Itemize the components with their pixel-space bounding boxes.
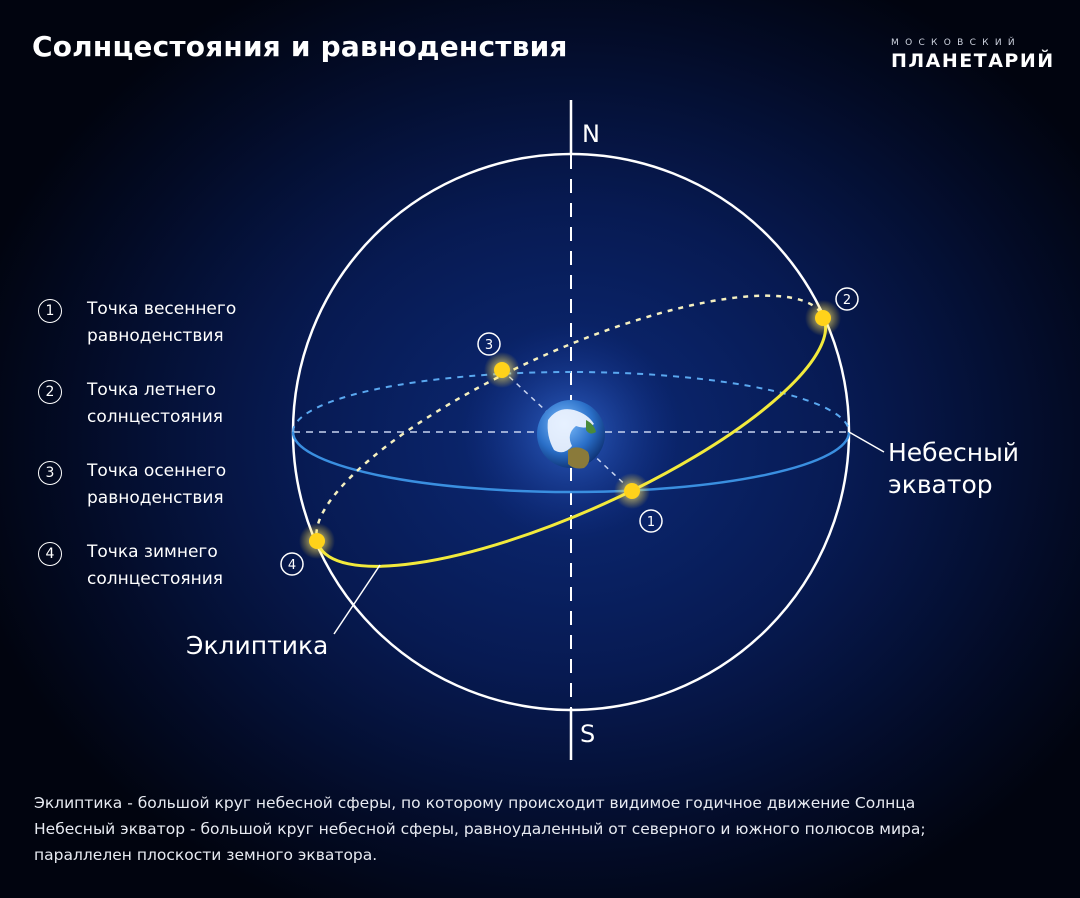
sun-points bbox=[299, 300, 841, 559]
sun-point-2 bbox=[815, 310, 831, 326]
sun-point-3 bbox=[494, 362, 510, 378]
equator-front bbox=[291, 431, 851, 494]
marker-3: 3 bbox=[485, 338, 493, 353]
equator-back bbox=[292, 371, 850, 433]
sun-point-1 bbox=[624, 483, 640, 499]
marker-2: 2 bbox=[843, 293, 851, 308]
point-markers bbox=[280, 287, 859, 576]
equator-leader-line bbox=[848, 431, 885, 453]
south-label: S bbox=[580, 720, 595, 748]
sun-point-4 bbox=[309, 533, 325, 549]
ecliptic-front bbox=[317, 316, 828, 568]
north-label: N bbox=[582, 120, 600, 148]
ecliptic-back bbox=[315, 294, 825, 546]
equator-label: Небесный экватор bbox=[888, 438, 1020, 499]
page-title: Солнцестояния и равноденствия bbox=[32, 30, 568, 63]
marker-1: 1 bbox=[647, 515, 655, 530]
footer-definitions: Эклиптика - большой круг небесной сферы,… bbox=[34, 794, 926, 864]
earth bbox=[537, 400, 605, 469]
ecliptic-leader-line bbox=[333, 564, 381, 635]
logo: МОСКОВСКИЙ ПЛАНЕТАРИЙ bbox=[891, 38, 1055, 72]
marker-4: 4 bbox=[288, 558, 296, 573]
ecliptic-label: Эклиптика bbox=[186, 631, 329, 660]
